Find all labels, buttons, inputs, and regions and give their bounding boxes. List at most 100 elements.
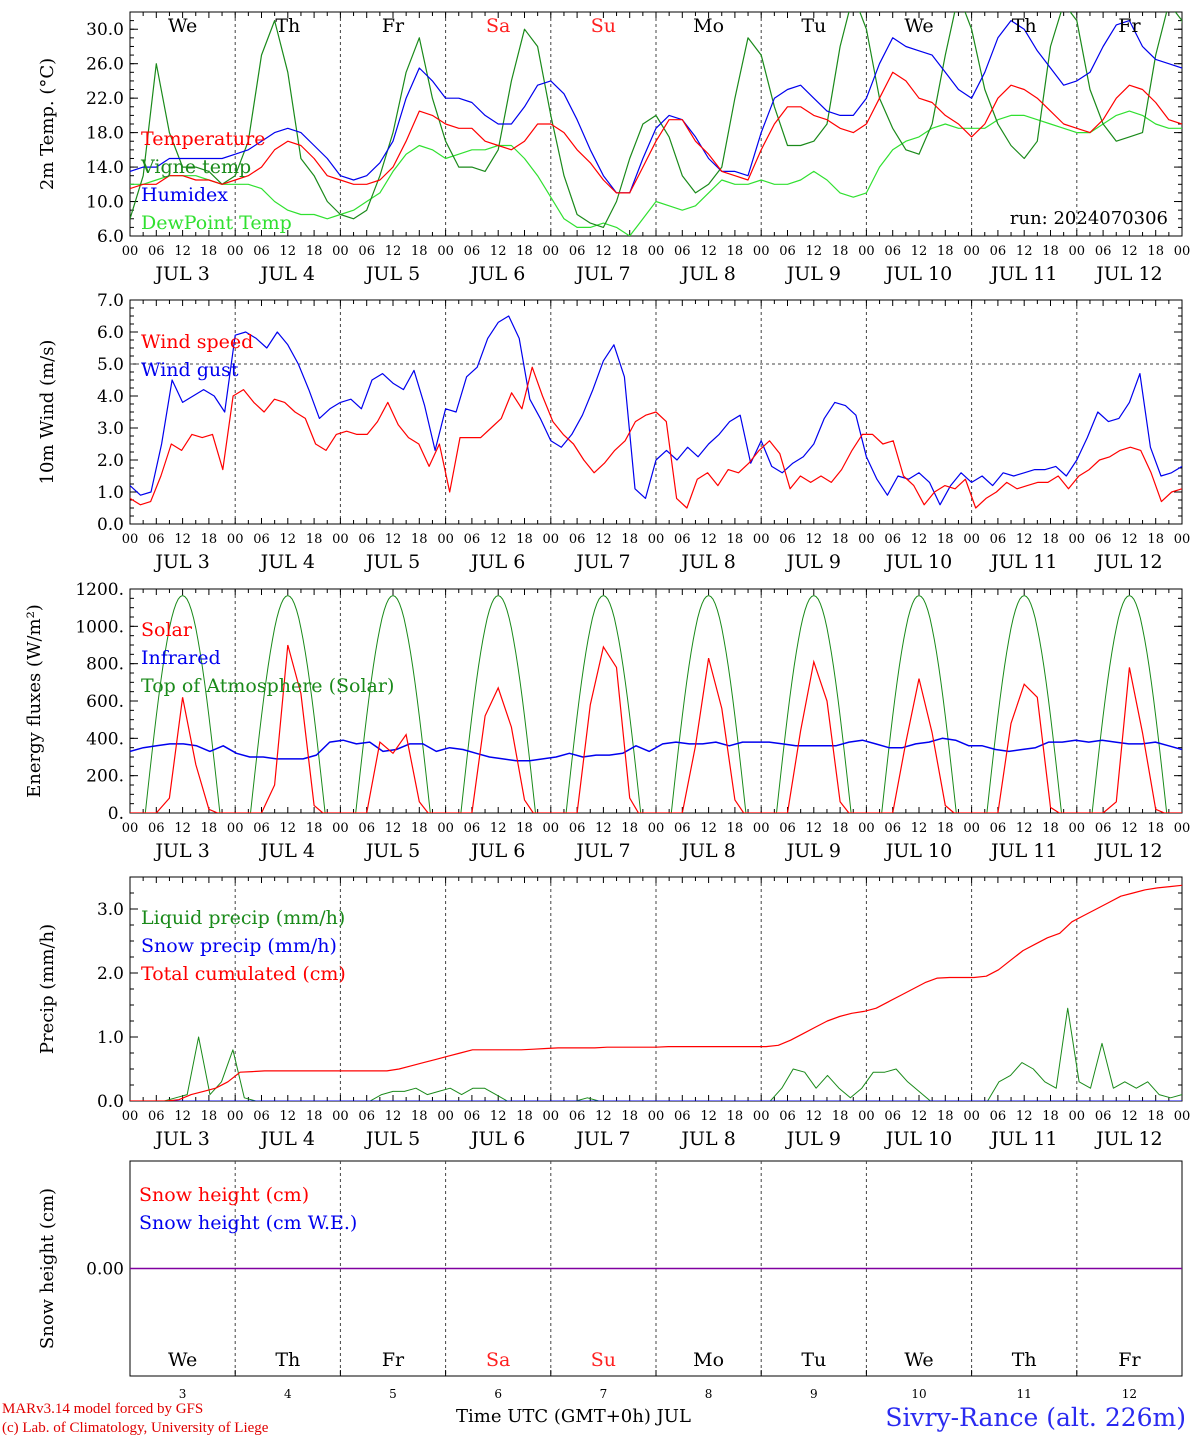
hour-tick-label: 06 (464, 821, 481, 836)
legend-entry: Snow height (cm W.E.) (139, 1212, 357, 1234)
hour-tick-label: 12 (490, 532, 507, 547)
weekday-label: We (168, 15, 197, 37)
hour-tick-label: 18 (621, 821, 638, 836)
y-axis-title: 2m Temp. (°C) (37, 58, 58, 190)
hour-tick-label: 18 (727, 532, 744, 547)
hour-tick-label: 12 (595, 244, 612, 259)
y-tick-label: 5.0 (97, 355, 124, 375)
hour-tick-label: 18 (832, 532, 849, 547)
date-label: JUL 12 (1094, 840, 1162, 862)
y-axis-title: Snow height (cm) (37, 1188, 58, 1349)
y-axis-title: Energy fluxes (W/m²) (24, 604, 45, 798)
hour-tick-label: 12 (385, 1109, 402, 1124)
date-label: JUL 12 (1094, 1128, 1162, 1150)
hour-tick-label: 18 (1042, 244, 1059, 259)
weekday-label: We (904, 15, 933, 37)
hour-tick-label: 00 (1174, 1109, 1191, 1124)
y-tick-label: 1.0 (97, 483, 124, 503)
hour-tick-label: 06 (1095, 244, 1112, 259)
hour-tick-label: 18 (516, 244, 533, 259)
date-label: JUL 4 (259, 1128, 315, 1150)
series-line-temperature (130, 71, 1182, 194)
y-axis-title: 10m Wind (m/s) (37, 340, 58, 485)
hour-tick-label: 00 (437, 532, 454, 547)
date-label: JUL 10 (884, 1128, 952, 1150)
hour-tick-label: 06 (990, 821, 1007, 836)
date-label: JUL 11 (989, 551, 1057, 573)
hour-tick-label: 00 (1069, 244, 1086, 259)
weekday-label: We (904, 1349, 933, 1371)
hour-tick-label: 18 (201, 532, 218, 547)
date-label: JUL 7 (574, 1128, 630, 1150)
hour-tick-label: 00 (543, 1109, 560, 1124)
hour-tick-label: 06 (358, 821, 375, 836)
hour-tick-label: 18 (727, 1109, 744, 1124)
date-label: JUL 8 (679, 1128, 735, 1150)
hour-tick-label: 12 (174, 532, 191, 547)
date-label: JUL 10 (884, 551, 952, 573)
hour-tick-label: 18 (1042, 1109, 1059, 1124)
date-label: JUL 9 (785, 1128, 841, 1150)
hour-tick-label: 00 (963, 244, 980, 259)
legend-entry: Humidex (141, 184, 228, 206)
date-label: JUL 5 (364, 263, 420, 285)
hour-tick-label: 18 (1147, 821, 1164, 836)
hour-tick-label: 06 (674, 532, 691, 547)
model-credit: MARv3.14 model forced by GFS (2, 1401, 204, 1417)
legend-entry: Infrared (141, 647, 221, 669)
y-axis-title: Precip (mm/h) (37, 924, 58, 1054)
weekday-label: Fr (1118, 1349, 1141, 1371)
day-number-label: 5 (389, 1387, 397, 1401)
hour-tick-label: 00 (437, 244, 454, 259)
hour-tick-label: 00 (1174, 244, 1191, 259)
y-tick-label: 3.0 (97, 900, 124, 920)
hour-tick-label: 00 (122, 821, 139, 836)
y-tick-label: 30.0 (86, 20, 124, 40)
legend-entry: Snow precip (mm/h) (141, 935, 337, 957)
hour-tick-label: 00 (858, 532, 875, 547)
day-number-label: 7 (600, 1387, 608, 1401)
hour-tick-label: 00 (122, 532, 139, 547)
wind-lines (130, 315, 1182, 509)
y-tick-label: 10.0 (86, 193, 124, 213)
date-label: JUL 7 (574, 840, 630, 862)
y-tick-label: 22.0 (86, 89, 124, 109)
hour-tick-label: 18 (727, 821, 744, 836)
date-label: JUL 4 (259, 551, 315, 573)
hour-tick-label: 06 (464, 1109, 481, 1124)
legend-entry: DewPoint Temp (141, 212, 292, 234)
date-label: JUL 6 (469, 1128, 525, 1150)
hour-tick-label: 18 (937, 1109, 954, 1124)
plot-frame (129, 588, 1183, 814)
y-tick-label: 3.0 (97, 419, 124, 439)
hour-tick-label: 18 (411, 821, 428, 836)
hour-tick-label: 00 (858, 244, 875, 259)
hour-tick-label: 18 (832, 244, 849, 259)
legend-entry: Liquid precip (mm/h) (141, 907, 345, 929)
hour-tick-label: 18 (411, 532, 428, 547)
hour-tick-label: 18 (1147, 532, 1164, 547)
hour-tick-label: 00 (1069, 1109, 1086, 1124)
y-tick-label: 6.0 (97, 227, 124, 247)
legend-entry: Temperature (141, 128, 265, 150)
weekday-label: Fr (382, 15, 405, 37)
hour-tick-label: 06 (358, 1109, 375, 1124)
hour-tick-label: 12 (280, 532, 297, 547)
hour-tick-label: 12 (806, 244, 823, 259)
weekday-label: Tu (801, 15, 826, 37)
legend-entry: Wind speed (141, 331, 253, 353)
hour-tick-label: 00 (963, 821, 980, 836)
hour-tick-label: 00 (227, 1109, 244, 1124)
hour-tick-label: 18 (1042, 532, 1059, 547)
hour-tick-label: 12 (1016, 1109, 1033, 1124)
date-label: JUL 6 (469, 263, 525, 285)
weekday-label: Th (1012, 1349, 1037, 1371)
hour-tick-label: 00 (227, 532, 244, 547)
hour-tick-label: 18 (1147, 1109, 1164, 1124)
hour-tick-label: 18 (937, 821, 954, 836)
hour-tick-label: 06 (253, 821, 270, 836)
y-tick-label: 26.0 (86, 55, 124, 75)
hour-tick-label: 18 (937, 244, 954, 259)
date-label: JUL 3 (153, 551, 209, 573)
